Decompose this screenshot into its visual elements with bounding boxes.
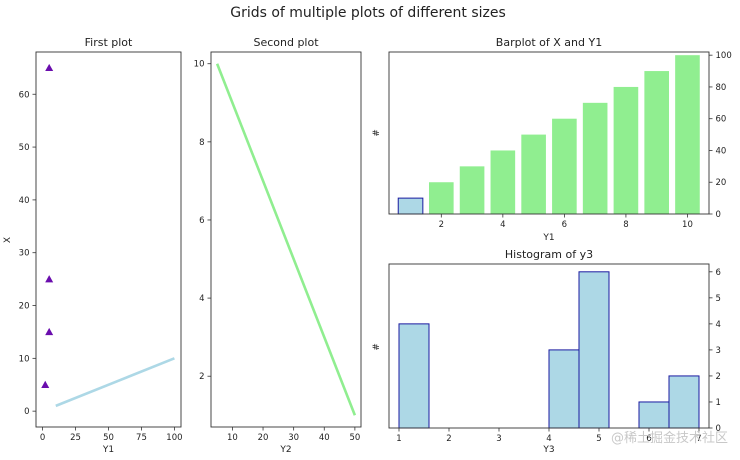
- bar-plot-bar: [397, 197, 424, 215]
- hist-xtick-label: 2: [446, 434, 451, 444]
- histogram-bar: [398, 323, 430, 429]
- histogram-bar: [548, 349, 580, 429]
- hist-xtick-label: 4: [546, 434, 551, 444]
- bar-xtick-label: 6: [562, 220, 567, 230]
- first-ytick-label: 40: [19, 196, 30, 206]
- histogram-plot-title: Histogram of y3: [505, 248, 593, 261]
- hist-xtick-label: 1: [396, 434, 401, 444]
- second-plot-area: 10 20 30 40 50 2 4 6 8 10: [194, 51, 362, 443]
- figure-suptitle: Grids of multiple plots of different siz…: [230, 5, 506, 21]
- bar-axes-frame: [388, 51, 710, 215]
- hist-ytick-label: 5: [716, 294, 721, 304]
- histogram-bar: [668, 375, 700, 429]
- first-plot-marker: [41, 380, 50, 388]
- watermark: @稀土掘金技术社区: [611, 430, 728, 446]
- second-xtick-label: 50: [349, 433, 360, 443]
- first-ytick-label: 50: [19, 143, 30, 153]
- first-plot-marker: [45, 63, 54, 72]
- first-ytick-label: 60: [19, 90, 30, 100]
- first-ytick-label: 20: [19, 302, 30, 312]
- bar-plot-bar: [675, 55, 700, 215]
- bar-xtick-label: 4: [500, 220, 505, 230]
- bar-plot-bar: [459, 166, 485, 214]
- hist-ytick-label: 2: [716, 372, 721, 382]
- hist-ytick-label: 4: [716, 320, 721, 330]
- histogram-plot: Histogram of y3 Y3 # 1 2 3 4 5 6 7 0 1 2 3 4 5 6: [372, 248, 721, 455]
- bar-ytick-label: 20: [716, 178, 727, 188]
- second-plot-line: [215, 63, 357, 416]
- second-ytick-label: 2: [199, 372, 204, 382]
- bar-ytick-label: 80: [716, 83, 727, 93]
- second-plot-xlabel: Y2: [279, 445, 291, 455]
- first-xtick-label: 25: [70, 433, 81, 443]
- bar-plot-xlabel: Y1: [542, 233, 554, 243]
- bar-plot-bar: [521, 134, 546, 214]
- first-axes-frame: [35, 51, 182, 428]
- bar-plot-bar: [490, 150, 516, 214]
- second-xtick-label: 10: [227, 433, 238, 443]
- hist-xtick-label: 7: [696, 434, 701, 444]
- bar-xtick-label: 10: [682, 220, 693, 230]
- bar-plot-bar: [613, 86, 639, 214]
- histogram-bar: [578, 271, 610, 429]
- second-xtick-label: 40: [319, 433, 330, 443]
- second-axes-frame: [210, 51, 362, 428]
- bar-ytick-label: 100: [716, 51, 732, 61]
- bar-plot-bar: [582, 102, 608, 214]
- second-xtick-label: 20: [258, 433, 269, 443]
- first-ytick-label: 10: [19, 354, 30, 364]
- first-xtick-label: 0: [40, 433, 45, 443]
- bar-plot-bar: [552, 118, 577, 214]
- bar-plot-title: Barplot of X and Y1: [496, 36, 602, 49]
- first-plot-marker: [45, 327, 54, 336]
- second-xtick-label: 30: [288, 433, 299, 443]
- first-plot-marker: [45, 275, 54, 283]
- bar-ytick-label: 60: [716, 115, 727, 125]
- bar-plot-bar: [429, 182, 454, 214]
- first-plot-line: [55, 357, 175, 408]
- histogram-plot-area: 1 2 3 4 5 6 7 0 1 2 3 4 5 6: [388, 263, 721, 444]
- hist-ytick-label: 3: [716, 346, 721, 356]
- hist-xtick-label: 5: [596, 434, 601, 444]
- first-xtick-label: 75: [136, 433, 147, 443]
- second-ytick-label: 8: [199, 138, 204, 148]
- first-ytick-label: 30: [19, 249, 30, 259]
- bar-plot-ylabel: #: [372, 129, 382, 137]
- first-xtick-label: 100: [166, 433, 182, 443]
- first-plot-xlabel: Y1: [102, 445, 114, 455]
- hist-ytick-label: 6: [716, 268, 721, 278]
- histogram-bar: [638, 401, 670, 429]
- bar-ytick-label: 0: [716, 210, 721, 220]
- first-ytick-label: 0: [24, 407, 29, 417]
- hist-axes-frame: [388, 263, 710, 429]
- first-plot-area: 0 25 50 75 100 0 10 20 30 40 50 60: [19, 51, 183, 443]
- second-ytick-label: 6: [199, 216, 204, 226]
- bar-ytick-label: 40: [716, 146, 727, 156]
- second-plot-title: Second plot: [253, 36, 319, 49]
- bar-xtick-label: 2: [439, 220, 444, 230]
- first-plot-ylabel: X: [3, 237, 13, 243]
- bar-xtick-label: 8: [623, 220, 628, 230]
- hist-ytick-label: 1: [716, 398, 721, 408]
- second-ytick-label: 10: [194, 60, 205, 70]
- bar-plot: Barplot of X and Y1 Y1 # 2 4 6 8 10020406080…: [372, 36, 732, 243]
- hist-ytick-label: 0: [716, 424, 721, 434]
- first-plot: First plot Y1 X 0 25 50 75 100 0 10 20 30 40 50 60: [3, 36, 183, 455]
- first-plot-title: First plot: [85, 36, 133, 49]
- hist-xtick-label: 3: [496, 434, 501, 444]
- histogram-plot-xlabel: Y3: [542, 445, 554, 455]
- bar-plot-bar: [644, 71, 669, 214]
- second-plot: Second plot Y2 10 20 30 40 50 2 4 6 8 10: [194, 36, 362, 455]
- first-xtick-label: 50: [103, 433, 114, 443]
- histogram-plot-ylabel: #: [372, 343, 382, 351]
- second-ytick-label: 4: [199, 294, 204, 304]
- hist-xtick-label: 6: [646, 434, 651, 444]
